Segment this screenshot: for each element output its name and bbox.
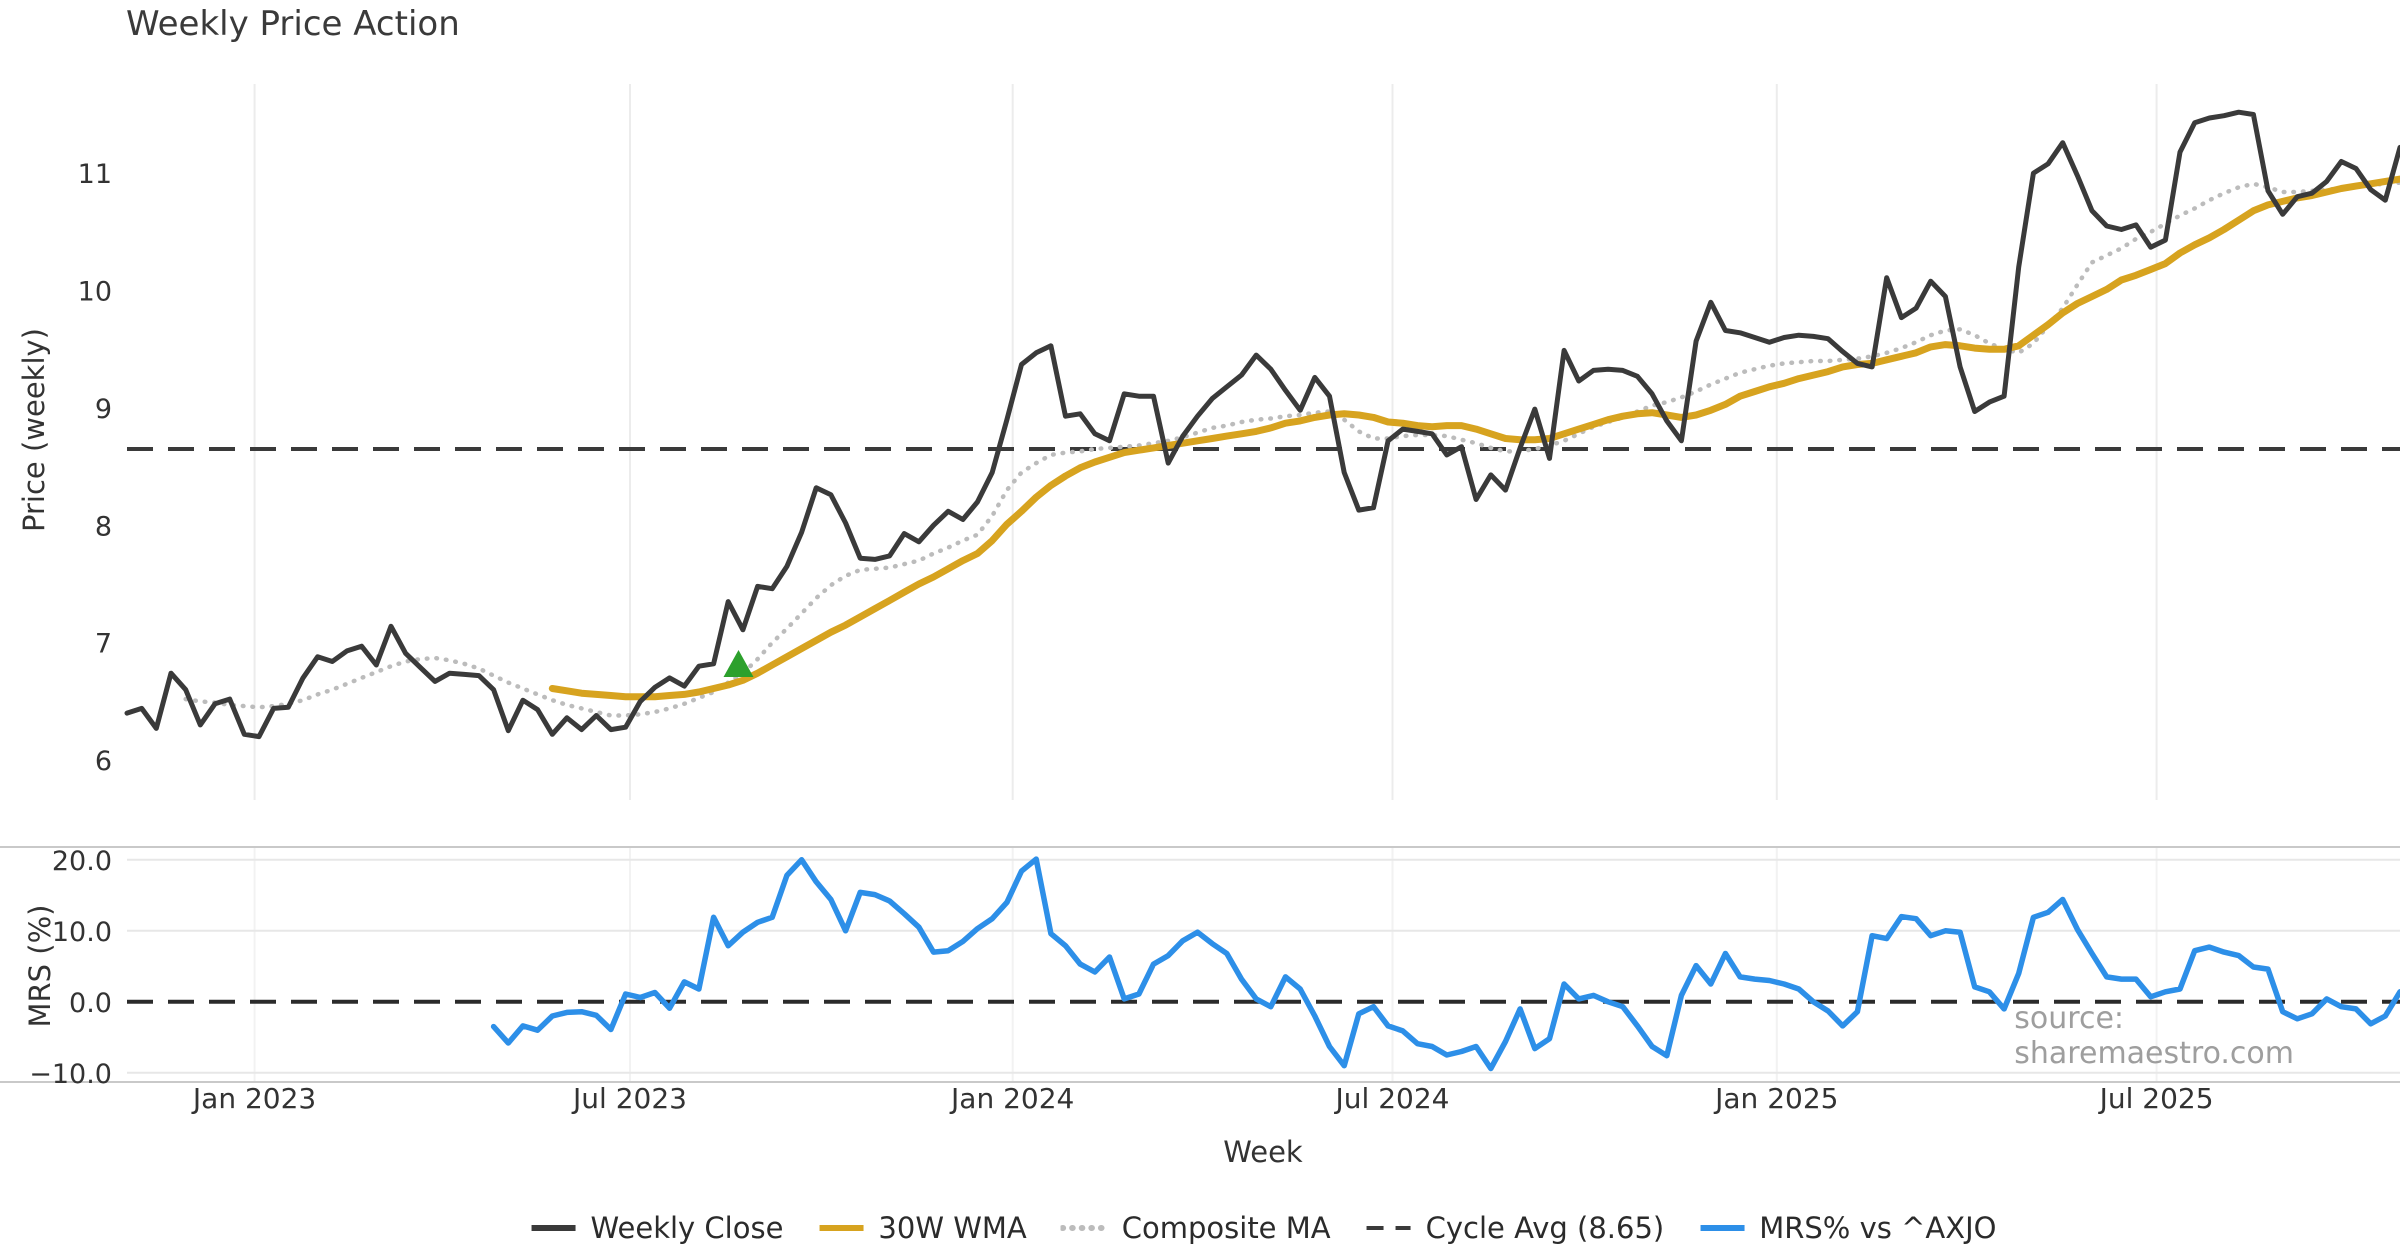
legend-swatch-solid — [531, 1225, 576, 1231]
x-tick-label: Jan 2023 — [191, 1082, 316, 1115]
mrs-vs-axjo-line — [490, 856, 2400, 1072]
mrs-axis-label: MRS (%) — [23, 904, 57, 1028]
30w-wma-line — [548, 175, 2400, 701]
x-tick-label: Jan 2024 — [949, 1082, 1074, 1115]
y-tick-label: 10.0 — [52, 917, 112, 948]
y-tick-label: 10 — [78, 277, 112, 308]
legend: Weekly Close 30W WMA Composite MA Cycle Avg… — [530, 1211, 1996, 1245]
legend-swatch-dashed — [1366, 1226, 1411, 1230]
legend-item: Cycle Avg (8.65) — [1365, 1211, 1665, 1245]
legend-item: 30W WMA — [817, 1211, 1027, 1245]
y-tick-label: 6 — [95, 746, 112, 777]
y-tick-label: 9 — [95, 394, 112, 425]
x-tick-label: Jul 2023 — [571, 1082, 687, 1115]
y-tick-label: 11 — [78, 159, 112, 190]
legend-swatch-solid — [819, 1225, 864, 1231]
legend-item: Composite MA — [1060, 1211, 1331, 1245]
x-tick-label: Jul 2024 — [1334, 1082, 1450, 1115]
legend-label: Composite MA — [1121, 1211, 1331, 1245]
legend-label: MRS% vs ^AXJO — [1759, 1211, 1997, 1245]
legend-label: Cycle Avg (8.65) — [1425, 1211, 1665, 1245]
legend-label: Weekly Close — [590, 1211, 784, 1245]
y-tick-label: −10.0 — [29, 1059, 112, 1090]
y-tick-label: 20.0 — [52, 846, 112, 877]
y-tick-label: 7 — [95, 629, 112, 660]
legend-swatch-dotted — [1060, 1225, 1109, 1231]
y-tick-label: 0.0 — [69, 988, 112, 1019]
price-axis-label: Price (weekly) — [17, 327, 51, 533]
chart-title: Weekly Price Action — [126, 4, 460, 44]
x-axis-label: Week — [1223, 1135, 1303, 1169]
y-tick-label: 8 — [95, 511, 112, 542]
weekly-close-line — [124, 109, 2400, 740]
composite-ma-line — [183, 180, 2400, 718]
legend-item: MRS% vs ^AXJO — [1698, 1211, 1996, 1245]
buy-signal-marker — [723, 650, 754, 678]
legend-label: 30W WMA — [878, 1211, 1027, 1245]
legend-swatch-solid — [1700, 1225, 1745, 1231]
source-note: source: sharemaestro.com — [2014, 1001, 2295, 1071]
x-tick-label: Jan 2025 — [1713, 1082, 1838, 1115]
legend-item: Weekly Close — [530, 1211, 784, 1245]
x-tick-label: Jul 2025 — [2098, 1082, 2214, 1115]
